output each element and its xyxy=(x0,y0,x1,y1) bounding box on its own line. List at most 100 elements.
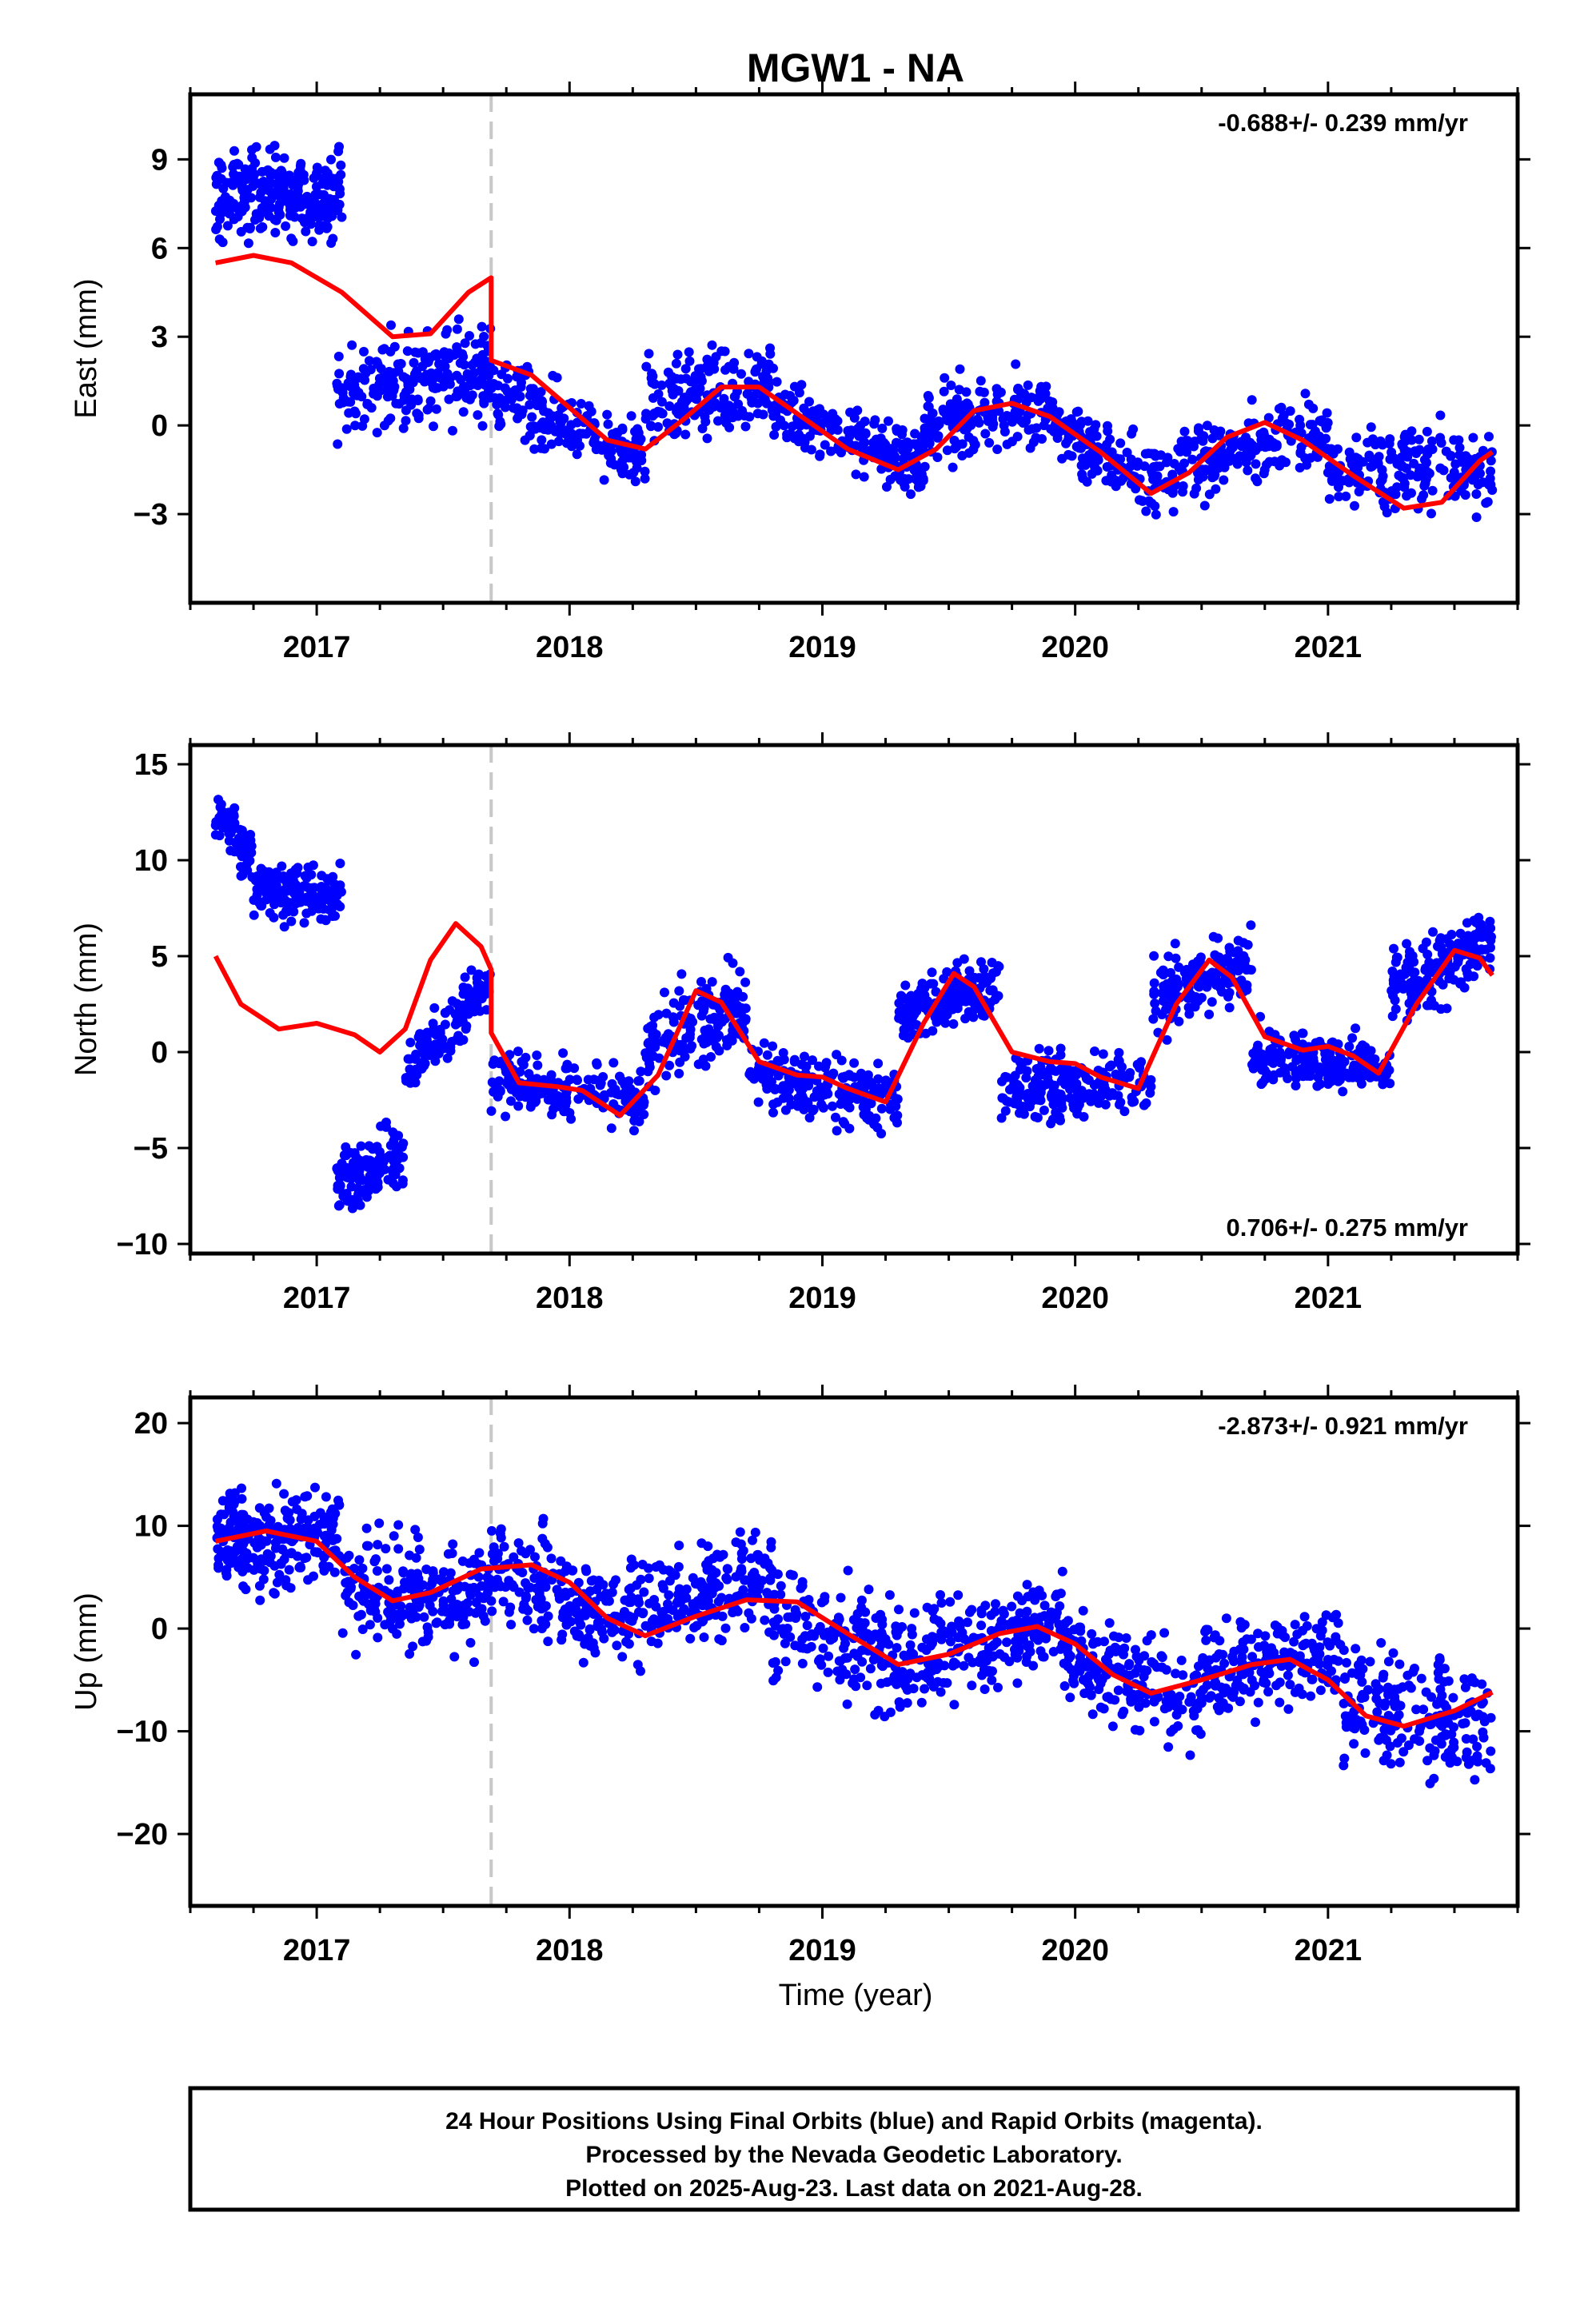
data-point xyxy=(1141,507,1151,516)
data-point xyxy=(1394,471,1404,480)
data-point xyxy=(737,1554,747,1564)
data-point xyxy=(294,1563,304,1573)
data-point xyxy=(873,1058,883,1068)
data-point xyxy=(780,1629,789,1639)
data-point xyxy=(1316,436,1326,446)
data-point xyxy=(334,352,344,361)
data-point xyxy=(776,1581,786,1591)
data-point xyxy=(265,1557,275,1567)
data-point xyxy=(297,892,306,902)
data-point xyxy=(820,1061,830,1070)
data-point xyxy=(354,1175,364,1185)
data-point xyxy=(1400,436,1410,446)
data-point xyxy=(958,401,968,410)
data-point xyxy=(253,1558,262,1568)
data-point xyxy=(442,325,452,335)
data-point xyxy=(726,405,736,415)
data-point xyxy=(703,1541,712,1551)
data-point xyxy=(449,1652,459,1661)
data-point xyxy=(790,1055,800,1065)
data-point xyxy=(824,415,833,425)
data-point xyxy=(324,204,333,213)
data-point xyxy=(728,1608,737,1617)
data-point xyxy=(423,1622,433,1632)
data-point xyxy=(221,1565,231,1574)
data-point xyxy=(980,429,990,439)
data-point xyxy=(815,452,824,461)
data-point xyxy=(771,1657,780,1667)
data-point xyxy=(362,1541,372,1551)
data-point xyxy=(870,415,880,425)
data-point xyxy=(1347,1033,1357,1042)
data-point xyxy=(681,374,691,384)
data-point xyxy=(414,1579,424,1589)
data-point xyxy=(412,1612,421,1622)
data-point xyxy=(414,1032,424,1042)
data-point xyxy=(471,339,481,349)
data-point xyxy=(975,387,984,397)
data-point xyxy=(497,369,506,379)
data-point xyxy=(506,1620,516,1629)
data-point xyxy=(1414,435,1424,444)
data-point xyxy=(918,979,928,988)
data-point xyxy=(446,1569,456,1578)
data-point xyxy=(343,1587,353,1597)
data-point xyxy=(1198,433,1207,443)
data-point xyxy=(984,438,994,448)
data-point xyxy=(608,1058,618,1067)
data-point xyxy=(747,1614,756,1624)
data-point xyxy=(768,1676,778,1685)
data-point xyxy=(1456,977,1466,987)
data-point xyxy=(1057,1103,1067,1113)
data-point xyxy=(968,997,977,1007)
data-point xyxy=(554,410,564,420)
data-point xyxy=(682,396,692,405)
data-point xyxy=(247,164,257,173)
data-point xyxy=(694,365,704,374)
data-point xyxy=(231,1547,241,1557)
data-point xyxy=(351,409,361,418)
data-point xyxy=(397,1142,407,1152)
data-point xyxy=(1123,448,1132,457)
data-point xyxy=(328,234,337,244)
data-point xyxy=(489,1557,499,1566)
data-point xyxy=(674,1562,684,1572)
data-point xyxy=(852,469,861,479)
data-point xyxy=(1326,1060,1335,1070)
data-point xyxy=(1435,936,1445,946)
data-point xyxy=(754,1098,764,1107)
data-point xyxy=(303,1575,313,1585)
data-point xyxy=(374,382,384,392)
data-point xyxy=(920,462,930,472)
data-point xyxy=(1239,938,1248,947)
data-point xyxy=(854,432,864,441)
data-point xyxy=(496,1086,505,1095)
data-point xyxy=(740,1015,750,1025)
data-point xyxy=(600,475,609,484)
data-point xyxy=(1200,501,1210,511)
data-point xyxy=(217,163,227,173)
data-point xyxy=(1414,471,1424,480)
data-point xyxy=(752,352,762,361)
data-point xyxy=(844,1070,854,1079)
data-point xyxy=(907,1624,916,1633)
data-point xyxy=(412,409,421,418)
data-point xyxy=(284,884,293,894)
data-point xyxy=(804,1595,814,1604)
data-point xyxy=(1191,484,1201,493)
data-point xyxy=(420,1050,429,1060)
data-point xyxy=(356,1201,365,1210)
data-point xyxy=(1283,1074,1292,1083)
data-point xyxy=(627,411,636,421)
data-point xyxy=(1338,1086,1347,1096)
data-point xyxy=(1295,463,1305,472)
data-point xyxy=(667,372,676,381)
data-point xyxy=(565,1601,575,1611)
data-point xyxy=(541,1620,550,1629)
data-point xyxy=(708,977,717,987)
data-point xyxy=(835,1675,844,1684)
data-point xyxy=(807,445,816,455)
data-point xyxy=(641,362,651,372)
